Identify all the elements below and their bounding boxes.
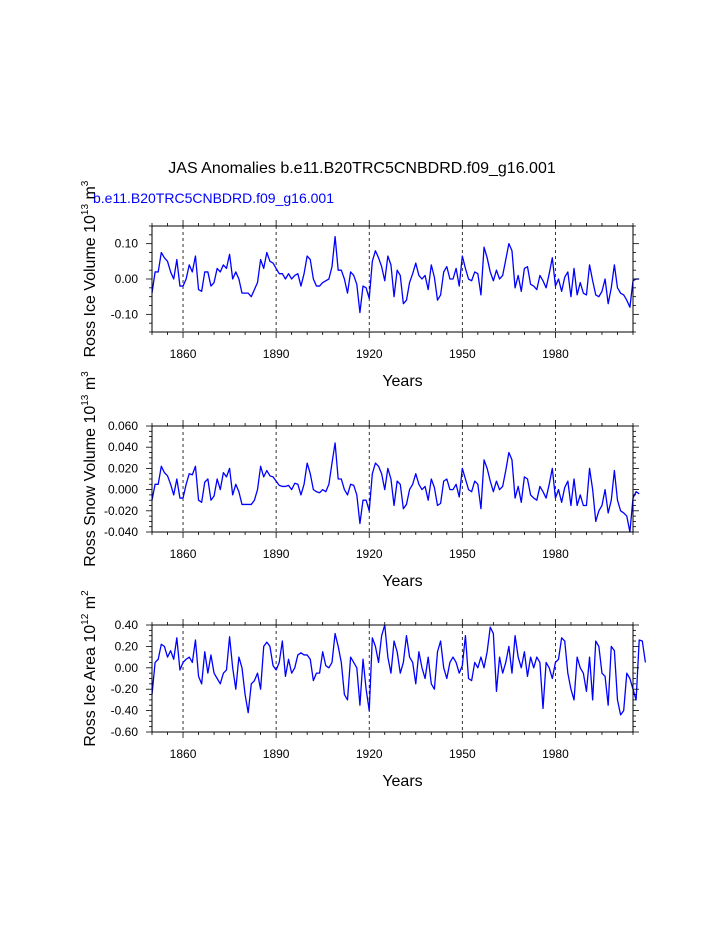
y-axis-label-superscript: 3 — [80, 180, 91, 186]
y-tick-label: 0.000 — [108, 483, 138, 497]
x-axis-label: Years — [382, 573, 422, 590]
y-tick-label: -0.60 — [111, 725, 139, 739]
y-tick-label: 0.20 — [115, 639, 139, 653]
x-tick-label: 1890 — [263, 347, 290, 361]
series-line — [151, 624, 647, 716]
y-axis-label: Ross Ice Area 1012 m2 — [80, 590, 99, 747]
x-tick-label: 1980 — [542, 347, 569, 361]
y-tick-label: -0.40 — [111, 704, 139, 718]
y-axis-label: Ross Ice Volume 1013 m3 — [80, 180, 99, 357]
x-tick-label: 1950 — [449, 747, 476, 761]
x-tick-label: 1920 — [356, 347, 383, 361]
y-axis-label: Ross Snow Volume 1013 m3 — [80, 371, 99, 567]
panel-2: 1860 1890 1920 1950 1980 -0.040 -0.020 0.000 0.0… — [80, 371, 640, 590]
y-axis-label-superscript: 13 — [80, 394, 91, 406]
y-axis-label-part: Ross Ice Volume 10 — [82, 215, 99, 357]
y-tick-label: -0.10 — [111, 307, 139, 321]
y-tick-label: 0.060 — [108, 419, 138, 433]
y-tick-label: 0.020 — [108, 461, 138, 475]
y-axis-label-superscript: 3 — [80, 371, 91, 377]
y-tick-label: -0.20 — [111, 682, 139, 696]
x-tick-label: 1890 — [263, 547, 290, 561]
y-axis-label-part: m — [82, 186, 99, 204]
series-line — [151, 235, 640, 314]
panel-1: 1860 1890 1920 1950 1980 -0.10 0.00 0.10 Years Ro… — [80, 180, 640, 390]
y-axis-label-superscript: 13 — [80, 204, 91, 216]
x-tick-label: 1860 — [170, 347, 197, 361]
y-tick-label: 0.040 — [108, 440, 138, 454]
chart-panels: 1860 1890 1920 1950 1980 -0.10 0.00 0.10 Years Ro… — [80, 180, 647, 790]
y-tick-label: 0.00 — [115, 272, 139, 286]
x-tick-label: 1860 — [170, 547, 197, 561]
x-tick-label: 1950 — [449, 347, 476, 361]
x-tick-label: 1980 — [542, 747, 569, 761]
y-tick-label: 0.00 — [115, 661, 139, 675]
panel-3: 1860 1890 1920 1950 1980 -0.60 -0.40 -0.20 0.00 0… — [80, 590, 647, 790]
legend-label: b.e11.B20TRC5CNBDRD.f09_g16.001 — [93, 190, 334, 206]
y-tick-label: -0.040 — [104, 525, 138, 539]
series-line — [151, 442, 640, 533]
y-axis-label-part: m — [82, 377, 99, 395]
figure-title: JAS Anomalies b.e11.B20TRC5CNBDRD.f09_g1… — [168, 160, 556, 177]
x-axis-label: Years — [382, 773, 422, 790]
y-axis-label-part: Ross Snow Volume 10 — [82, 406, 99, 567]
y-tick-label: -0.020 — [104, 504, 138, 518]
x-axis-label: Years — [382, 373, 422, 390]
x-tick-label: 1950 — [449, 547, 476, 561]
y-tick-label: 0.40 — [115, 618, 139, 632]
x-tick-label: 1920 — [356, 747, 383, 761]
y-axis-label-superscript: 2 — [80, 590, 91, 596]
x-tick-label: 1860 — [170, 747, 197, 761]
x-tick-label: 1920 — [356, 547, 383, 561]
x-tick-label: 1890 — [263, 747, 290, 761]
y-axis-label-part: Ross Ice Area 10 — [82, 625, 99, 747]
y-axis-label-part: m — [82, 596, 99, 614]
y-axis-label-superscript: 12 — [80, 613, 91, 625]
plot-frame — [151, 425, 634, 533]
x-tick-label: 1980 — [542, 547, 569, 561]
y-tick-label: 0.10 — [115, 237, 139, 251]
